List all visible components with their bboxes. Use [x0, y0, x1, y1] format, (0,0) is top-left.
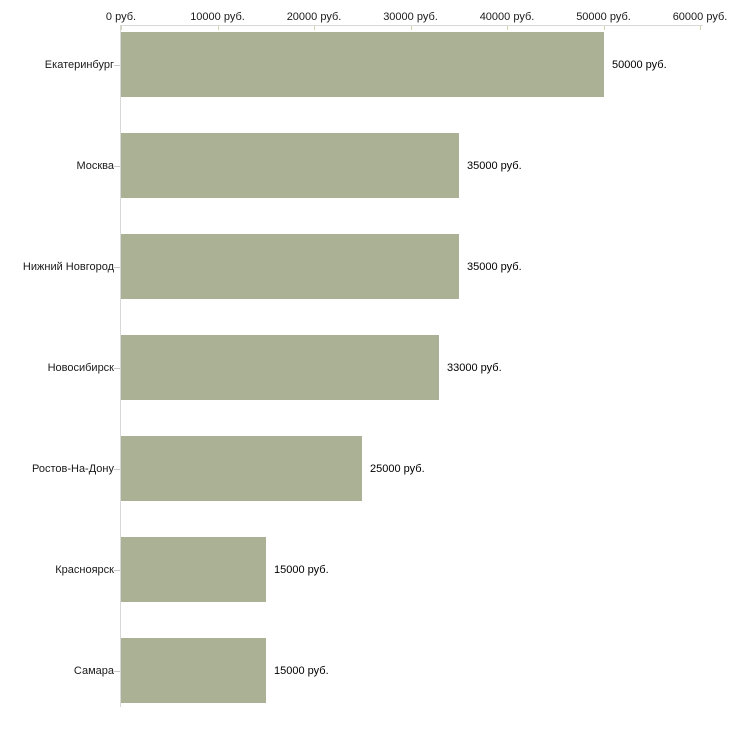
category-label: Красноярск	[55, 563, 114, 576]
x-axis-tick-label: 40000 руб.	[479, 11, 535, 23]
bar-row: Ростов-На-Дону 25000 руб.	[0, 436, 730, 501]
x-axis-tick-label: 10000 руб.	[190, 11, 245, 23]
x-axis-tick-mark	[507, 26, 508, 30]
x-axis-line	[121, 25, 703, 26]
bar-row: Москва 35000 руб.	[0, 133, 730, 198]
x-axis-tick-label: 50000 руб.	[576, 11, 631, 23]
category-label: Самара	[73, 664, 114, 677]
x-axis-tick-mark	[314, 26, 315, 30]
bar	[121, 436, 362, 501]
bar	[121, 32, 604, 97]
category-label: Ростов-На-Дону	[31, 462, 114, 475]
bar-row: Новосибирск 33000 руб.	[0, 335, 730, 400]
x-axis-tick-mark	[603, 26, 605, 30]
value-label: 15000 руб.	[274, 563, 329, 576]
category-label: Екатеринбург	[44, 58, 114, 71]
y-axis-tick-mark	[114, 64, 120, 66]
value-label: 15000 руб.	[274, 664, 329, 677]
value-label: 33000 руб.	[447, 361, 502, 374]
value-label: 50000 руб.	[612, 58, 667, 71]
x-axis-tick-label: 0 руб.	[105, 11, 137, 23]
y-axis-tick-mark	[114, 670, 120, 672]
bar	[121, 638, 266, 703]
y-axis-tick-mark	[114, 367, 120, 369]
value-label: 35000 руб.	[467, 159, 522, 172]
bar	[121, 133, 459, 198]
y-axis-tick-mark	[114, 165, 120, 167]
bar	[121, 537, 266, 602]
category-label: Новосибирск	[47, 361, 114, 374]
x-axis-tick-mark	[121, 26, 122, 30]
y-axis-tick-mark	[114, 569, 120, 571]
plot-area: Екатеринбург 50000 руб. Москва 35000 руб…	[0, 32, 730, 703]
x-axis-tick-mark	[700, 26, 701, 30]
x-axis-tick-mark	[217, 26, 219, 30]
y-axis-line	[120, 25, 121, 707]
x-axis-tick-label: 30000 руб.	[383, 11, 438, 23]
value-label: 35000 руб.	[467, 260, 522, 273]
x-axis-tick-label: 20000 руб.	[286, 11, 342, 23]
bar-row: Нижний Новгород 35000 руб.	[0, 234, 730, 299]
category-label: Нижний Новгород	[22, 260, 114, 273]
bar-row: Красноярск 15000 руб.	[0, 537, 730, 602]
y-axis-tick-mark	[114, 468, 120, 470]
value-label: 25000 руб.	[370, 462, 425, 475]
x-axis-tick-label: 60000 руб.	[672, 11, 728, 23]
bar-row: Самара 15000 руб.	[0, 638, 730, 703]
category-label: Москва	[76, 159, 114, 172]
bar-row: Екатеринбург 50000 руб.	[0, 32, 730, 97]
y-axis-tick-mark	[114, 266, 120, 268]
bar	[121, 335, 439, 400]
bar	[121, 234, 459, 299]
x-axis-tick-mark	[410, 26, 412, 30]
